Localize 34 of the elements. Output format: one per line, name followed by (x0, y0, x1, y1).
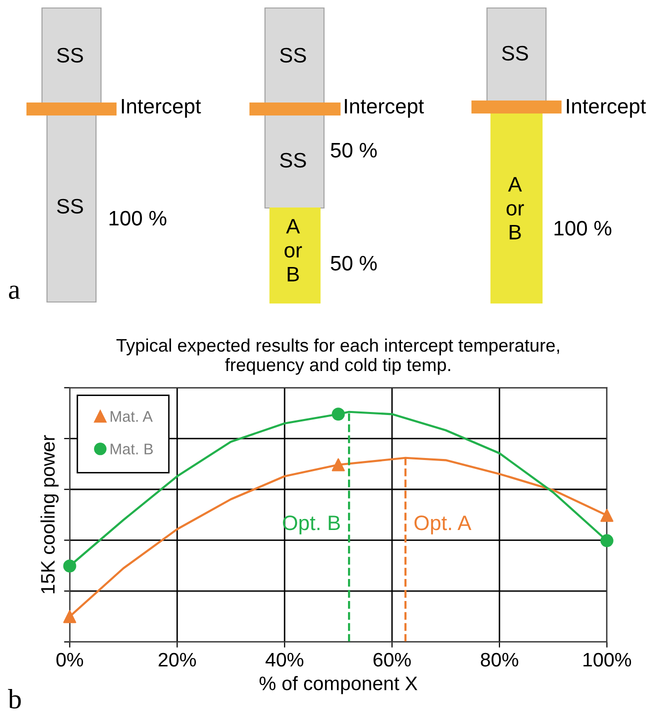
text: A or B (506, 177, 524, 240)
x-axis-title: % of component X (260, 676, 418, 694)
y-axis-title: 15K cooling power (40, 435, 59, 594)
x-tick-label: 80% (480, 652, 518, 667)
text: Intercept (566, 99, 646, 118)
point (332, 458, 345, 472)
legend-label: Mat. B (110, 444, 153, 454)
text: 50 % (330, 142, 377, 158)
text: Intercept (122, 99, 201, 118)
x-tick-label: 0% (56, 652, 84, 667)
text: b (8, 689, 21, 709)
text: SS (280, 152, 306, 168)
x-tick-label: 20% (158, 652, 196, 667)
text: a (8, 286, 20, 299)
point (63, 559, 76, 572)
point (600, 534, 614, 548)
point (332, 408, 345, 421)
text: Intercept (344, 99, 424, 118)
text: 100 % (110, 210, 166, 226)
legend-label: Mat. A (110, 411, 153, 422)
ref-line-label: Opt. A (414, 515, 472, 534)
point (63, 610, 76, 624)
chart-title: Typical expected results for each intercept temperature, frequency and cold tip temp. (116, 338, 559, 375)
point (600, 508, 614, 522)
x-tick-label: 40% (266, 652, 304, 667)
x-tick-label: 100% (584, 652, 632, 667)
text: 100 % (554, 220, 612, 236)
text: SS (57, 198, 83, 214)
text: A or B (284, 219, 302, 282)
text: SS (280, 48, 306, 63)
text: SS (502, 46, 528, 61)
x-tick-label: 60% (374, 652, 411, 667)
text: 50 % (330, 256, 377, 271)
text: SS (57, 48, 83, 63)
